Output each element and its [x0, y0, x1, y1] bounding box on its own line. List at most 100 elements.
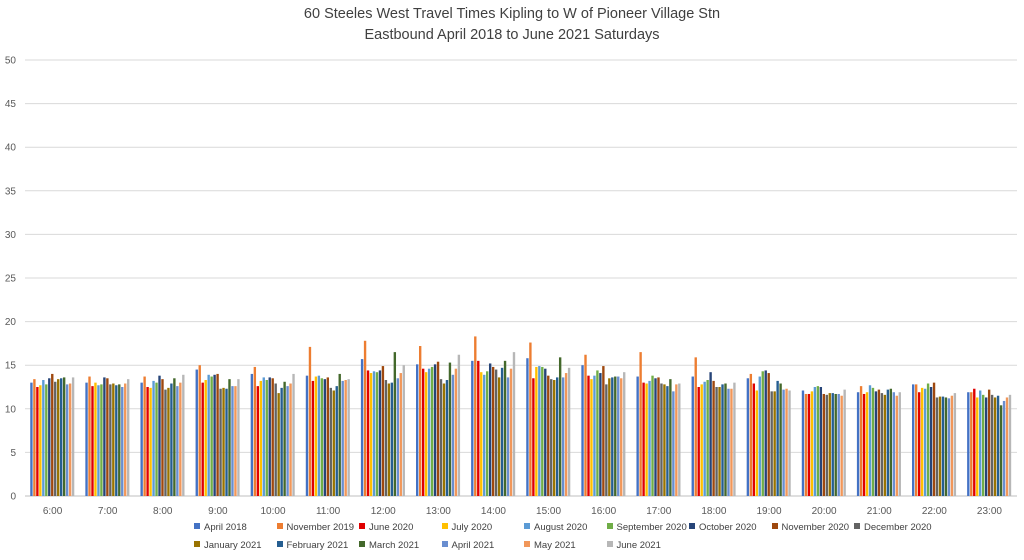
bar — [721, 384, 724, 496]
bar — [503, 360, 507, 496]
bar — [262, 377, 265, 496]
bar — [430, 366, 434, 496]
bar — [124, 383, 127, 496]
bar — [724, 383, 727, 496]
bar — [274, 383, 277, 496]
bar — [457, 354, 461, 496]
bar — [843, 389, 846, 496]
bar — [770, 391, 773, 496]
bar — [834, 393, 837, 496]
bar — [454, 368, 458, 496]
bar — [268, 377, 271, 496]
y-tick-label: 35 — [5, 186, 17, 197]
y-tick-label: 25 — [5, 274, 17, 285]
bar — [564, 373, 568, 496]
bar — [675, 384, 678, 496]
chart-title: 60 Steeles West Travel Times Kipling to … — [303, 6, 721, 22]
bar — [418, 346, 422, 496]
bar — [164, 389, 167, 496]
legend-label: June 2021 — [616, 540, 661, 551]
legend-item: August 2020 — [524, 522, 587, 533]
bar — [718, 387, 721, 496]
bar — [448, 362, 452, 496]
bar — [663, 384, 666, 496]
bar — [60, 378, 63, 496]
bar — [801, 390, 805, 496]
bar — [538, 366, 541, 496]
bar — [877, 389, 881, 496]
legend-swatch — [689, 523, 695, 530]
x-tick-label: 15:00 — [536, 506, 561, 515]
gridlines — [25, 59, 1017, 497]
bar — [265, 380, 268, 496]
bar — [30, 382, 33, 496]
bar — [512, 352, 516, 496]
bar — [825, 394, 828, 496]
bar — [424, 372, 428, 496]
bar — [320, 378, 324, 496]
x-tick-label: 20:00 — [812, 506, 837, 515]
bar — [706, 380, 709, 496]
bar — [599, 373, 602, 496]
bar — [657, 377, 660, 496]
bar — [483, 374, 486, 496]
bar — [237, 379, 240, 496]
bar — [938, 396, 942, 496]
bar — [127, 379, 130, 496]
bar — [889, 388, 893, 496]
bar — [859, 386, 863, 496]
bar — [593, 375, 596, 496]
bar — [344, 380, 347, 496]
bar — [623, 372, 626, 496]
bar — [709, 372, 712, 496]
bar — [231, 386, 234, 496]
bar — [982, 394, 985, 496]
x-tick-label: 16:00 — [591, 506, 616, 515]
bar — [993, 397, 997, 496]
bar — [642, 382, 645, 496]
bar — [445, 380, 449, 496]
bar — [57, 379, 60, 496]
legend-item: May 2021 — [524, 540, 576, 551]
bar — [335, 386, 338, 496]
bar — [317, 375, 321, 496]
bar — [91, 386, 94, 496]
bar — [176, 386, 179, 496]
y-tick-label: 45 — [5, 99, 17, 110]
bar — [950, 395, 954, 496]
bar — [700, 384, 703, 496]
bar — [88, 376, 91, 496]
bar — [526, 358, 529, 496]
bar — [234, 386, 237, 496]
bar — [553, 380, 556, 496]
bar — [703, 381, 706, 496]
bar — [944, 397, 948, 496]
bar — [378, 370, 382, 496]
x-tick-label: 6:00 — [43, 506, 63, 515]
x-tick-label: 22:00 — [922, 506, 947, 515]
y-tick-label: 0 — [10, 492, 16, 503]
bar — [372, 371, 376, 496]
bar — [207, 374, 210, 496]
bar — [106, 378, 109, 496]
bar — [497, 377, 501, 496]
x-tick-label: 17:00 — [646, 506, 671, 515]
bar — [804, 393, 808, 496]
bar — [182, 374, 185, 496]
legend-label: January 2021 — [204, 540, 262, 551]
bar — [222, 387, 225, 496]
bar — [201, 382, 204, 496]
y-tick-label: 20 — [5, 317, 17, 328]
bar — [819, 387, 823, 496]
bar — [865, 392, 869, 496]
legend-label: November 2020 — [781, 522, 850, 533]
legend-label: March 2021 — [369, 540, 420, 551]
bar — [868, 385, 872, 496]
bar — [45, 384, 48, 496]
x-tick-label: 7:00 — [98, 506, 118, 515]
bar — [831, 393, 834, 496]
bar — [970, 392, 973, 496]
legend-swatch — [771, 523, 778, 530]
bar — [509, 368, 513, 496]
bar — [271, 378, 274, 496]
